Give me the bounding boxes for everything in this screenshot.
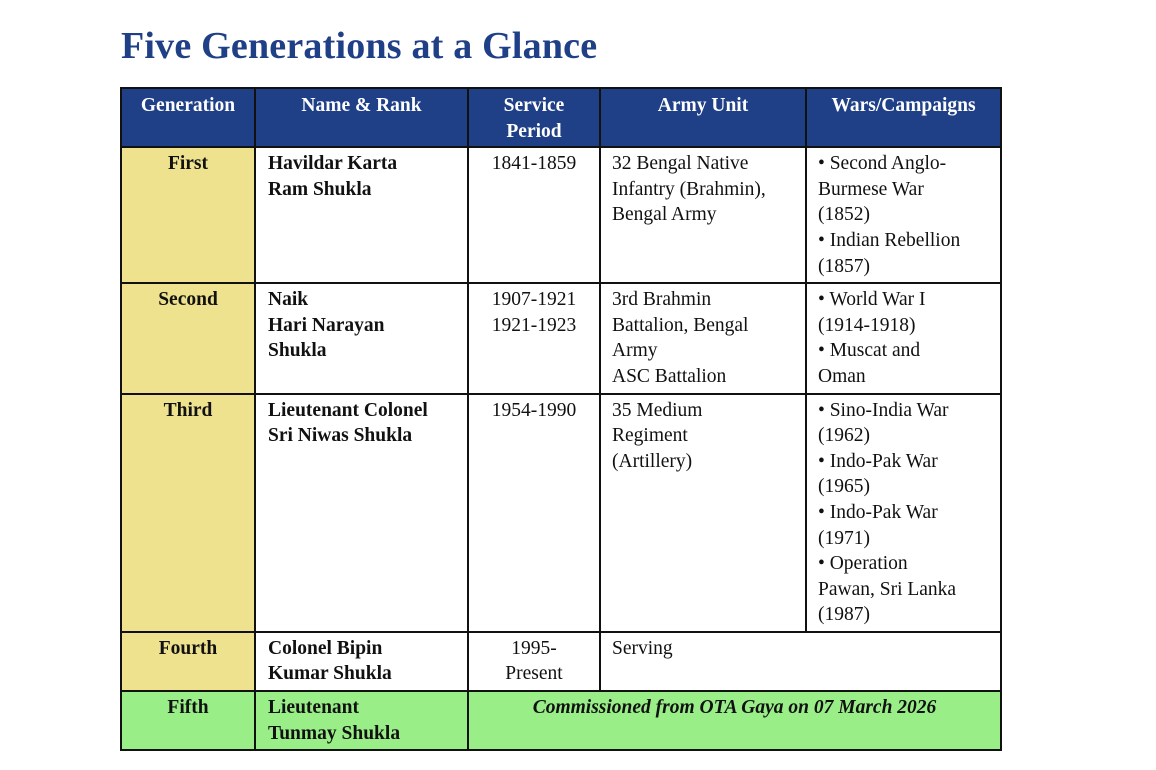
name-rank-cell: Havildar Karta Ram Shukla — [254, 146, 469, 285]
table-row: Fourth Colonel Bipin Kumar Shukla 1995- … — [120, 630, 1002, 693]
generation-cell: Third — [120, 392, 256, 633]
service-period-cell: 1995- Present — [467, 630, 601, 693]
service-period-cell: 1841-1859 — [467, 146, 601, 285]
header-name-rank: Name & Rank — [254, 86, 469, 149]
header-generation: Generation — [120, 86, 256, 149]
header-army-unit: Army Unit — [599, 86, 807, 149]
army-unit-cell: 32 Bengal Native Infantry (Brahmin), Ben… — [599, 146, 807, 285]
service-period-cell: 1954-1990 — [467, 392, 601, 633]
generation-cell: First — [120, 146, 256, 285]
army-unit-cell: Serving — [599, 630, 1002, 693]
header-wars-campaigns: Wars/Campaigns — [805, 86, 1002, 149]
generations-table: Generation Name & Rank Service Period Arm… — [120, 86, 1002, 752]
generation-cell: Fourth — [120, 630, 256, 693]
table-row: First Havildar Karta Ram Shukla 1841-185… — [120, 146, 1002, 285]
army-unit-cell: 3rd Brahmin Battalion, Bengal Army ASC B… — [599, 282, 807, 395]
wars-campaigns-cell: • Second Anglo- Burmese War (1852) • Ind… — [805, 146, 1002, 285]
generation-cell: Fifth — [120, 690, 256, 752]
service-period-cell: 1907-1921 1921-1923 — [467, 282, 601, 395]
table-row: Fifth Lieutenant Tunmay Shukla Commissio… — [120, 690, 1002, 752]
table-row: Third Lieutenant Colonel Sri Niwas Shukl… — [120, 392, 1002, 633]
page-title: Five Generations at a Glance — [121, 25, 598, 67]
name-rank-cell: Colonel Bipin Kumar Shukla — [254, 630, 469, 693]
commission-cell: Commissioned from OTA Gaya on 07 March 2… — [467, 690, 1002, 752]
table-header-row: Generation Name & Rank Service Period Arm… — [120, 86, 1002, 149]
table-row: Second Naik Hari Narayan Shukla 1907-192… — [120, 282, 1002, 395]
wars-campaigns-cell: • World War I (1914-1918) • Muscat and O… — [805, 282, 1002, 395]
name-rank-cell: Naik Hari Narayan Shukla — [254, 282, 469, 395]
army-unit-cell: 35 Medium Regiment (Artillery) — [599, 392, 807, 633]
generation-cell: Second — [120, 282, 256, 395]
wars-campaigns-cell: • Sino-India War (1962) • Indo-Pak War (… — [805, 392, 1002, 633]
name-rank-cell: Lieutenant Tunmay Shukla — [254, 690, 469, 752]
name-rank-cell: Lieutenant Colonel Sri Niwas Shukla — [254, 392, 469, 633]
header-service-period: Service Period — [467, 86, 601, 149]
